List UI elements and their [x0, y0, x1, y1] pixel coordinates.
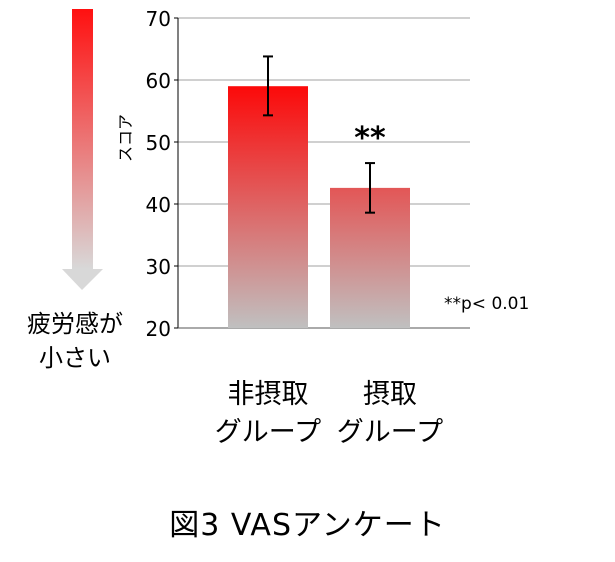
y-tick-label: 30 — [146, 255, 171, 279]
arrow-down-icon — [62, 9, 103, 290]
footnote: **p< 0.01 — [444, 294, 530, 314]
bar — [228, 86, 308, 328]
category-label-line: 摂取 — [363, 379, 417, 410]
indicator-text-line1: 疲労感が — [27, 310, 123, 338]
y-tick-label: 70 — [146, 7, 171, 31]
y-tick-label: 60 — [146, 69, 171, 93]
category-label: 非摂取 グループ — [198, 376, 338, 452]
error-bar — [365, 162, 375, 214]
category-label-line: グループ — [336, 417, 444, 448]
y-tick-label: 20 — [146, 317, 171, 341]
category-label-line: 非摂取 — [227, 379, 309, 410]
chart-title: 図3 VASアンケート — [169, 508, 446, 543]
category-label-line: グループ — [214, 417, 322, 448]
indicator-text-line2: 小さい — [39, 344, 111, 372]
y-axis-label: スコア — [116, 113, 135, 162]
y-tick-label: 40 — [146, 193, 171, 217]
error-bar — [263, 55, 273, 117]
category-label: 摂取 グループ — [320, 376, 460, 452]
y-tick-label: 50 — [146, 131, 171, 155]
significance-marker: ** — [354, 121, 386, 156]
